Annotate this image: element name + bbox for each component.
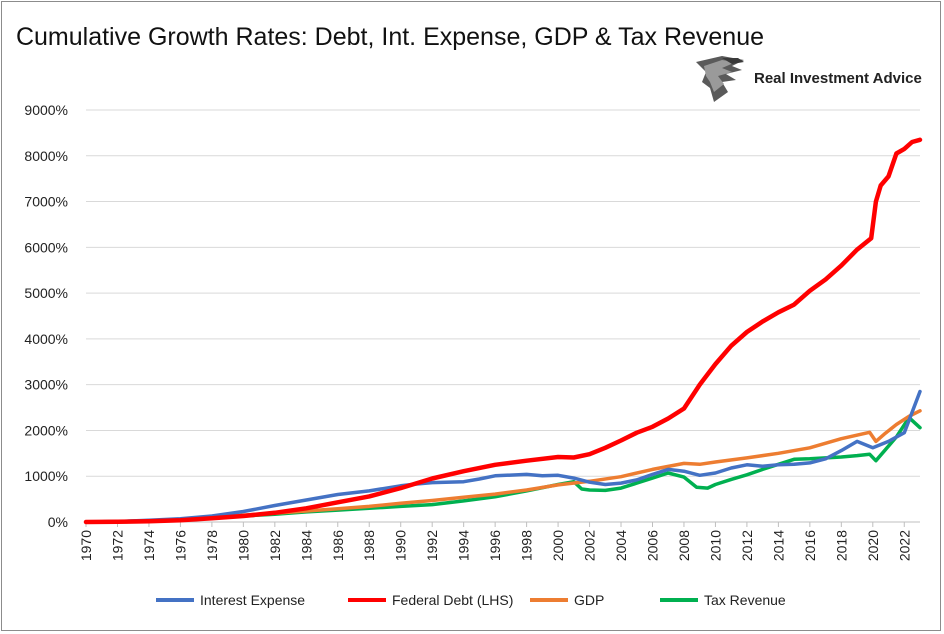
x-tick-label: 1996 <box>487 530 503 561</box>
series-line-tax-revenue <box>84 415 922 524</box>
x-tick-label: 1990 <box>393 530 409 561</box>
x-tick-label: 1986 <box>330 530 346 561</box>
gridlines <box>86 109 920 477</box>
x-tick-label: 2018 <box>833 530 849 561</box>
series-line-interest-expense <box>84 389 922 524</box>
y-tick-label: 2000% <box>24 422 68 438</box>
x-tick-label: 1980 <box>235 530 251 561</box>
y-tick-label: 5000% <box>24 285 68 301</box>
y-tick-label: 8000% <box>24 148 68 164</box>
logo: Real Investment Advice <box>692 52 932 106</box>
x-tick-label: 1992 <box>424 530 440 561</box>
x-tick-label: 1988 <box>361 530 377 561</box>
x-tick-label: 1994 <box>456 530 472 561</box>
y-axis-ticks: 0% 1000% 2000% 3000% 4000% 5000% 6000% 7000% 800… <box>24 102 68 530</box>
x-tick-label: 1970 <box>78 530 94 561</box>
chart-title: Cumulative Growth Rates: Debt, Int. Expe… <box>15 23 765 51</box>
x-tick-label: 2004 <box>613 530 629 561</box>
legend-label: GDP <box>574 592 604 608</box>
x-tick-label: 2016 <box>802 530 818 561</box>
x-tick-label: 2014 <box>770 530 786 561</box>
series-line-gdp <box>84 409 922 524</box>
x-tick-label: 2010 <box>707 530 723 561</box>
y-tick-label: 7000% <box>24 194 68 210</box>
x-axis: 1970 1972 1974 1976 1978 1980 1982 1984 1986 1988… <box>78 521 920 561</box>
x-tick-label: 1976 <box>172 530 188 561</box>
x-tick-label: 2020 <box>865 530 881 561</box>
y-tick-label: 4000% <box>24 331 68 347</box>
series-line-federal-debt-lhs <box>83 137 923 525</box>
eagle-logo-icon <box>696 56 744 102</box>
x-tick-label: 2022 <box>896 530 912 561</box>
y-tick-label: 1000% <box>24 468 68 484</box>
y-tick-label: 0% <box>48 514 68 530</box>
x-tick-label: 1984 <box>298 530 314 561</box>
y-tick-label: 3000% <box>24 377 68 393</box>
y-tick-label: 6000% <box>24 239 68 255</box>
x-tick-label: 1974 <box>141 530 157 561</box>
x-tick-label: 1978 <box>204 530 220 561</box>
legend-label: Interest Expense <box>200 592 305 608</box>
x-tick-label: 1998 <box>519 530 535 561</box>
logo-text: Real Investment Advice <box>754 70 922 87</box>
legend-label: Tax Revenue <box>704 592 786 608</box>
x-tick-label: 2008 <box>676 530 692 561</box>
y-tick-label: 9000% <box>24 102 68 118</box>
x-tick-label: 2002 <box>582 530 598 561</box>
x-tick-label: 2012 <box>739 530 755 561</box>
legend-label: Federal Debt (LHS) <box>392 592 513 608</box>
x-tick-label: 2006 <box>644 530 660 561</box>
x-tick-label: 2000 <box>550 530 566 561</box>
legend: Interest Expense Federal Debt (LHS) GDP Tax… <box>156 592 786 608</box>
x-tick-label: 1982 <box>267 530 283 561</box>
series-lines <box>83 137 923 525</box>
x-tick-label: 1972 <box>109 530 125 561</box>
